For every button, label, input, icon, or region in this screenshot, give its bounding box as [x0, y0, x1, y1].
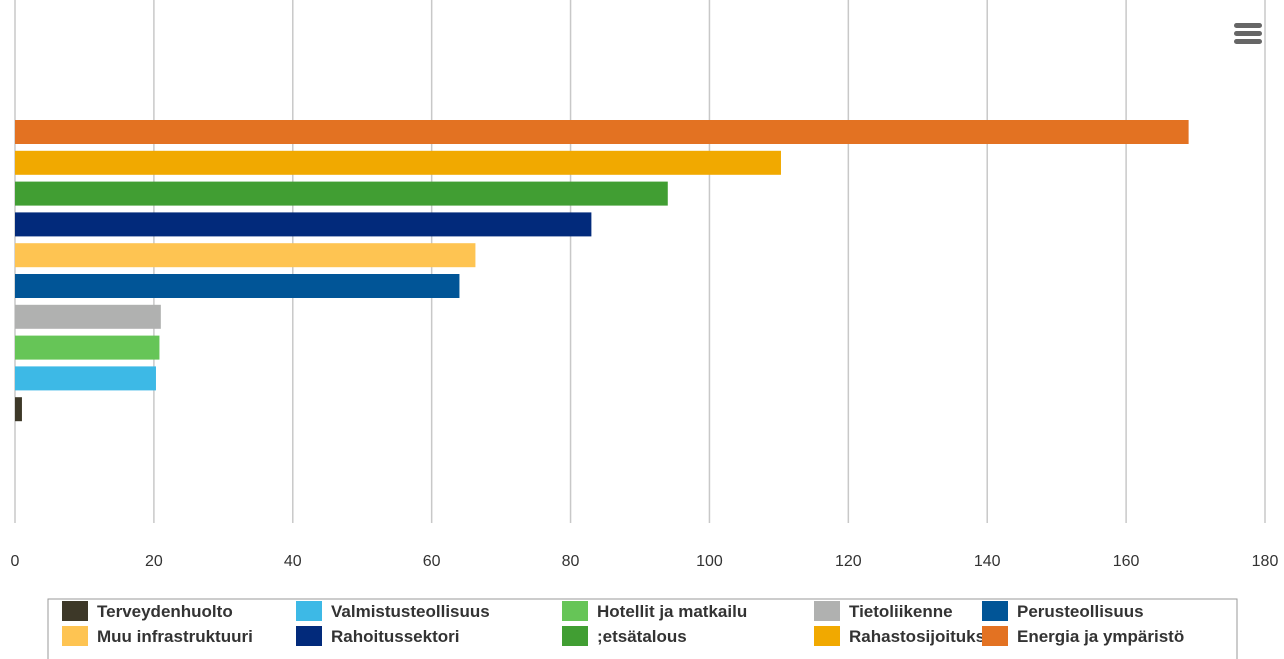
legend-swatch [562, 626, 588, 646]
x-axis-tick-labels: 0 20 40 60 80 100 120 140 160 180 [11, 553, 1279, 570]
legend-item[interactable]: Energia ja ympäristö [982, 626, 1184, 646]
menu-button[interactable] [1228, 18, 1264, 52]
x-tick-label: 180 [1252, 553, 1279, 570]
bar-1[interactable] [15, 366, 156, 391]
legend-label: Perusteollisuus [1017, 602, 1144, 621]
legend-swatch [296, 601, 322, 621]
legend-label: Tietoliikenne [849, 602, 953, 621]
x-tick-label: 100 [696, 553, 723, 570]
legend-swatch [296, 626, 322, 646]
legend-item[interactable]: Rahastosijoitukset [814, 626, 1000, 646]
legend-label: Rahastosijoitukset [849, 627, 1000, 646]
grid-lines [14, 0, 1266, 523]
legend-item[interactable]: Rahoitussektori [296, 626, 459, 646]
legend: Terveydenhuolto Valmistusteollisuus Hotell… [47, 598, 1238, 659]
legend-label: Energia ja ympäristö [1017, 627, 1184, 646]
legend-item[interactable]: ;etsätalous [562, 626, 687, 646]
legend-swatch [982, 626, 1008, 646]
x-tick-label: 40 [284, 553, 302, 570]
legend-item[interactable]: Muu infrastruktuuri [62, 626, 253, 646]
x-tick-label: 20 [145, 553, 163, 570]
legend-item[interactable]: Perusteollisuus [982, 601, 1144, 621]
x-tick-label: 160 [1113, 553, 1140, 570]
legend-box [47, 598, 1238, 659]
bar-0[interactable] [15, 397, 22, 422]
legend-swatch [62, 601, 88, 621]
legend-swatch [62, 626, 88, 646]
bar-4[interactable] [15, 274, 460, 298]
bar-2[interactable] [15, 335, 160, 360]
legend-item[interactable]: Valmistusteollisuus [296, 601, 490, 621]
x-tick-label: 0 [11, 553, 20, 570]
bar-7[interactable] [15, 181, 668, 206]
legend-item[interactable]: Tietoliikenne [814, 601, 953, 621]
legend-label: Valmistusteollisuus [331, 602, 490, 621]
x-tick-label: 80 [562, 553, 580, 570]
legend-label: Rahoitussektori [331, 627, 459, 646]
legend-swatch [814, 626, 840, 646]
bar-9[interactable] [15, 120, 1189, 144]
legend-swatch [982, 601, 1008, 621]
x-tick-label: 120 [835, 553, 862, 570]
bar-6[interactable] [15, 212, 592, 237]
legend-label: Muu infrastruktuuri [97, 627, 253, 646]
bar-5[interactable] [15, 243, 476, 268]
legend-item[interactable]: Terveydenhuolto [62, 601, 233, 621]
bars [15, 120, 1189, 422]
legend-swatch [562, 601, 588, 621]
x-tick-label: 140 [974, 553, 1001, 570]
bar-8[interactable] [15, 150, 781, 175]
x-tick-label: 60 [423, 553, 441, 570]
legend-item[interactable]: Hotellit ja matkailu [562, 601, 747, 621]
legend-label: ;etsätalous [597, 627, 687, 646]
legend-label: Terveydenhuolto [97, 602, 233, 621]
hamburger-menu-icon [1234, 23, 1262, 44]
legend-swatch [814, 601, 840, 621]
bar-3[interactable] [15, 304, 161, 329]
legend-label: Hotellit ja matkailu [597, 602, 747, 621]
